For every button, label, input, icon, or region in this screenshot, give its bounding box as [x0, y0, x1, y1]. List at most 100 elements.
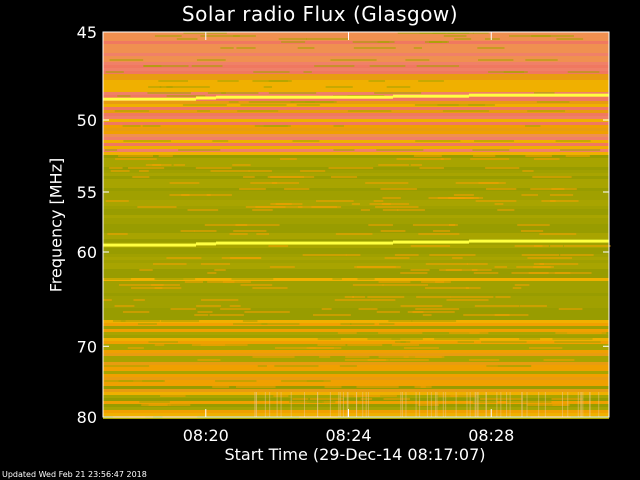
- noise-streak: [485, 167, 520, 169]
- frequency-band: [103, 65, 609, 68]
- noise-streak: [554, 341, 601, 343]
- frequency-band: [103, 227, 609, 230]
- interference-streak: [538, 392, 540, 417]
- noise-streak: [549, 194, 574, 196]
- noise-streak: [383, 398, 411, 400]
- noise-streak: [160, 395, 186, 397]
- noise-streak: [412, 224, 456, 226]
- noise-streak: [381, 203, 391, 205]
- noise-streak: [380, 230, 406, 232]
- noise-streak: [509, 35, 551, 37]
- noise-streak: [243, 176, 255, 178]
- axes: 45 50 55 60 70 80 08:20 08:24 08:28: [77, 23, 609, 445]
- noise-streak: [154, 287, 182, 289]
- noise-streak: [118, 284, 164, 286]
- noise-streak: [347, 110, 392, 112]
- frequency-band: [103, 200, 609, 203]
- frequency-band: [103, 182, 609, 185]
- noise-streak: [340, 323, 352, 325]
- frequency-band: [103, 83, 609, 86]
- noise-streak: [317, 344, 346, 346]
- noise-streak: [166, 95, 206, 97]
- noise-streak: [481, 341, 527, 343]
- y-axis-label: Frequency [MHz]: [46, 157, 66, 293]
- noise-streak: [425, 287, 469, 289]
- interference-streak: [526, 392, 528, 417]
- noise-streak: [447, 32, 470, 34]
- noise-streak: [269, 266, 295, 268]
- interference-streak: [485, 392, 487, 417]
- noise-streak: [419, 167, 444, 169]
- noise-streak: [415, 140, 461, 142]
- noise-streak: [210, 170, 250, 172]
- frequency-band: [103, 161, 609, 164]
- noise-streak: [394, 254, 419, 256]
- noise-streak: [270, 176, 305, 178]
- frequency-band: [103, 293, 609, 296]
- noise-streak: [112, 320, 126, 322]
- noise-streak: [470, 158, 510, 160]
- noise-streak: [105, 200, 129, 202]
- frequency-band: [103, 350, 609, 353]
- x-axis-label: Start Time (29-Dec-14 08:17:07): [224, 445, 486, 464]
- bright-emission-line: [393, 240, 469, 244]
- noise-streak: [420, 386, 432, 388]
- noise-streak: [494, 266, 508, 268]
- noise-streak: [114, 305, 135, 307]
- noise-streak: [142, 125, 161, 127]
- noise-streak: [455, 182, 499, 184]
- noise-streak: [503, 71, 524, 73]
- noise-streak: [109, 59, 144, 61]
- frequency-band: [103, 71, 609, 74]
- noise-streak: [344, 359, 386, 361]
- x-tick-label: 08:20: [183, 426, 229, 445]
- interference-streak: [474, 392, 476, 417]
- noise-streak: [333, 125, 344, 127]
- noise-streak: [330, 59, 377, 61]
- interference-streak: [577, 392, 579, 417]
- noise-streak: [114, 110, 149, 112]
- noise-streak: [209, 314, 244, 316]
- noise-streak: [200, 35, 240, 37]
- interference-streak: [426, 392, 428, 417]
- frequency-band: [103, 80, 609, 83]
- frequency-band: [103, 221, 609, 224]
- noise-streak: [452, 257, 463, 259]
- interference-streak: [269, 392, 271, 417]
- frequency-band: [103, 386, 609, 389]
- noise-streak: [368, 224, 393, 226]
- interference-streak: [509, 392, 511, 417]
- noise-streak: [340, 395, 381, 397]
- noise-streak: [297, 47, 315, 49]
- noise-streak: [103, 278, 131, 280]
- noise-streak: [239, 188, 266, 190]
- noise-streak: [497, 209, 515, 211]
- noise-streak: [271, 182, 300, 184]
- noise-streak: [242, 320, 258, 322]
- noise-streak: [122, 311, 150, 313]
- noise-streak: [237, 110, 279, 112]
- interference-streak: [500, 392, 502, 417]
- interference-streak: [401, 392, 403, 417]
- noise-streak: [347, 344, 383, 346]
- interference-streak: [445, 392, 447, 417]
- noise-streak: [514, 284, 530, 286]
- noise-streak: [389, 359, 429, 361]
- frequency-band: [103, 272, 609, 275]
- noise-streak: [230, 257, 262, 259]
- noise-streak: [472, 401, 497, 403]
- noise-streak: [397, 209, 425, 211]
- frequency-band: [103, 290, 609, 293]
- noise-streak: [442, 110, 489, 112]
- interference-streak: [455, 392, 457, 417]
- noise-streak: [182, 104, 227, 106]
- noise-streak: [222, 281, 251, 283]
- noise-streak: [290, 101, 315, 103]
- noise-streak: [519, 305, 547, 307]
- noise-streak: [170, 308, 196, 310]
- noise-streak: [360, 209, 370, 211]
- frequency-band: [103, 155, 609, 158]
- noise-streak: [252, 209, 273, 211]
- interference-streak: [561, 392, 563, 417]
- frequency-band: [103, 98, 609, 101]
